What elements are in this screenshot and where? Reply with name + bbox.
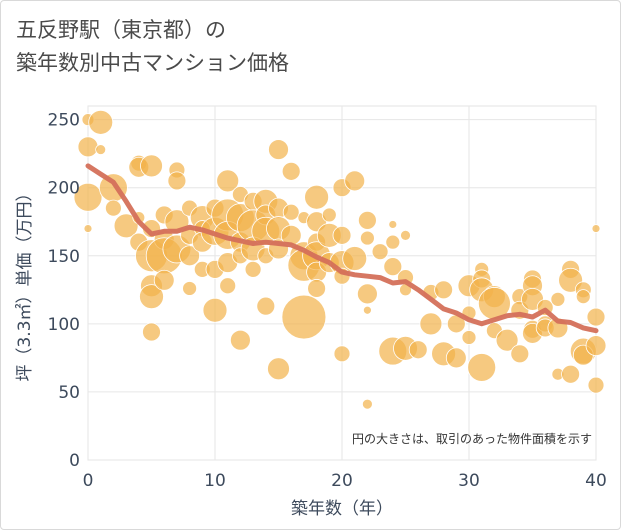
y-tick-label: 200 (48, 179, 80, 199)
bubble-point (461, 330, 477, 345)
bubble-point (167, 171, 187, 191)
bubble-point (550, 291, 566, 307)
bubble-point (575, 289, 591, 305)
bubble-point (77, 136, 99, 158)
bubble-point (179, 245, 201, 267)
y-tick-label: 50 (58, 383, 80, 403)
x-axis-label: 築年数（年） (291, 499, 393, 519)
title-line-1: 五反野駅（東京都）の (16, 18, 226, 42)
bubble-point (419, 312, 443, 336)
bubble-point (267, 357, 290, 381)
bubble-point (383, 257, 403, 277)
bubble-point (333, 345, 351, 363)
bubble-point (216, 169, 240, 193)
bubble-point (510, 344, 530, 364)
bubble-point (256, 296, 276, 316)
bubble-point (408, 340, 428, 360)
y-axis-label: 坪（3.3㎡）単価（万円） (15, 184, 35, 381)
size-note: 円の大きさは、取引のあった物件面積を示す (352, 431, 592, 446)
bubble-point (586, 307, 606, 327)
bubble-point (307, 279, 327, 298)
bubble-point (229, 329, 251, 351)
x-tick-label: 20 (331, 471, 353, 491)
bubble-point (357, 210, 377, 230)
bubble-point (467, 353, 497, 382)
y-tick-label: 0 (69, 451, 80, 471)
bubble-point (371, 243, 389, 261)
bubble-point (281, 161, 301, 181)
bubble-point (244, 260, 262, 278)
bubble-point (342, 246, 368, 271)
bubble-point (585, 335, 607, 357)
bubble-point (105, 199, 122, 217)
title-line-2: 築年数別中古マンション価格 (16, 51, 289, 75)
bubble-point (385, 234, 401, 250)
bubble-point (359, 230, 375, 246)
bubble-point (561, 364, 580, 384)
bubble-point (361, 398, 373, 410)
grid (87, 105, 597, 461)
bubble-point (202, 297, 228, 323)
bubble-point (73, 182, 103, 212)
bubble-point (304, 184, 330, 210)
x-tick-label: 30 (458, 471, 480, 491)
bubble-point (344, 170, 366, 192)
bubble-point (495, 328, 519, 352)
bubble-point (95, 144, 107, 155)
bubble-point (182, 281, 198, 296)
bubble-point (445, 347, 467, 369)
bubble-point (88, 109, 114, 135)
bubble-point (321, 207, 337, 223)
bubble-point (281, 294, 327, 340)
x-tick-label: 10 (204, 471, 226, 491)
y-tick-label: 250 (48, 111, 80, 131)
bubble-point (83, 224, 93, 233)
bubble-point (591, 224, 601, 233)
bubble-point (142, 322, 161, 342)
axes: 0 10 20 30 40 0 50 100 150 200 250 (48, 111, 607, 491)
trend-line (85, 163, 599, 334)
bubble-point (268, 139, 289, 160)
bubble-point (388, 220, 398, 229)
bubble-point (140, 154, 163, 178)
y-tick-label: 150 (48, 247, 80, 267)
trend-line-group (85, 163, 599, 334)
bubble-point (587, 376, 605, 394)
bubble-point (400, 229, 411, 241)
bubble-point (282, 203, 300, 221)
bubble-point (356, 283, 378, 305)
bubble-point (332, 225, 352, 245)
bubble-point (153, 269, 175, 291)
y-tick-label: 100 (48, 315, 80, 335)
bubble-point (219, 277, 237, 295)
x-tick-label: 0 (83, 471, 94, 491)
bubbles (73, 109, 607, 410)
bubble-point (362, 305, 372, 315)
bubble-point (139, 284, 164, 310)
x-tick-label: 40 (585, 471, 607, 491)
bubble-point (113, 213, 139, 239)
chart-title: 五反野駅（東京都）の 築年数別中古マンション価格 (16, 14, 289, 80)
bubble-point (434, 280, 454, 300)
